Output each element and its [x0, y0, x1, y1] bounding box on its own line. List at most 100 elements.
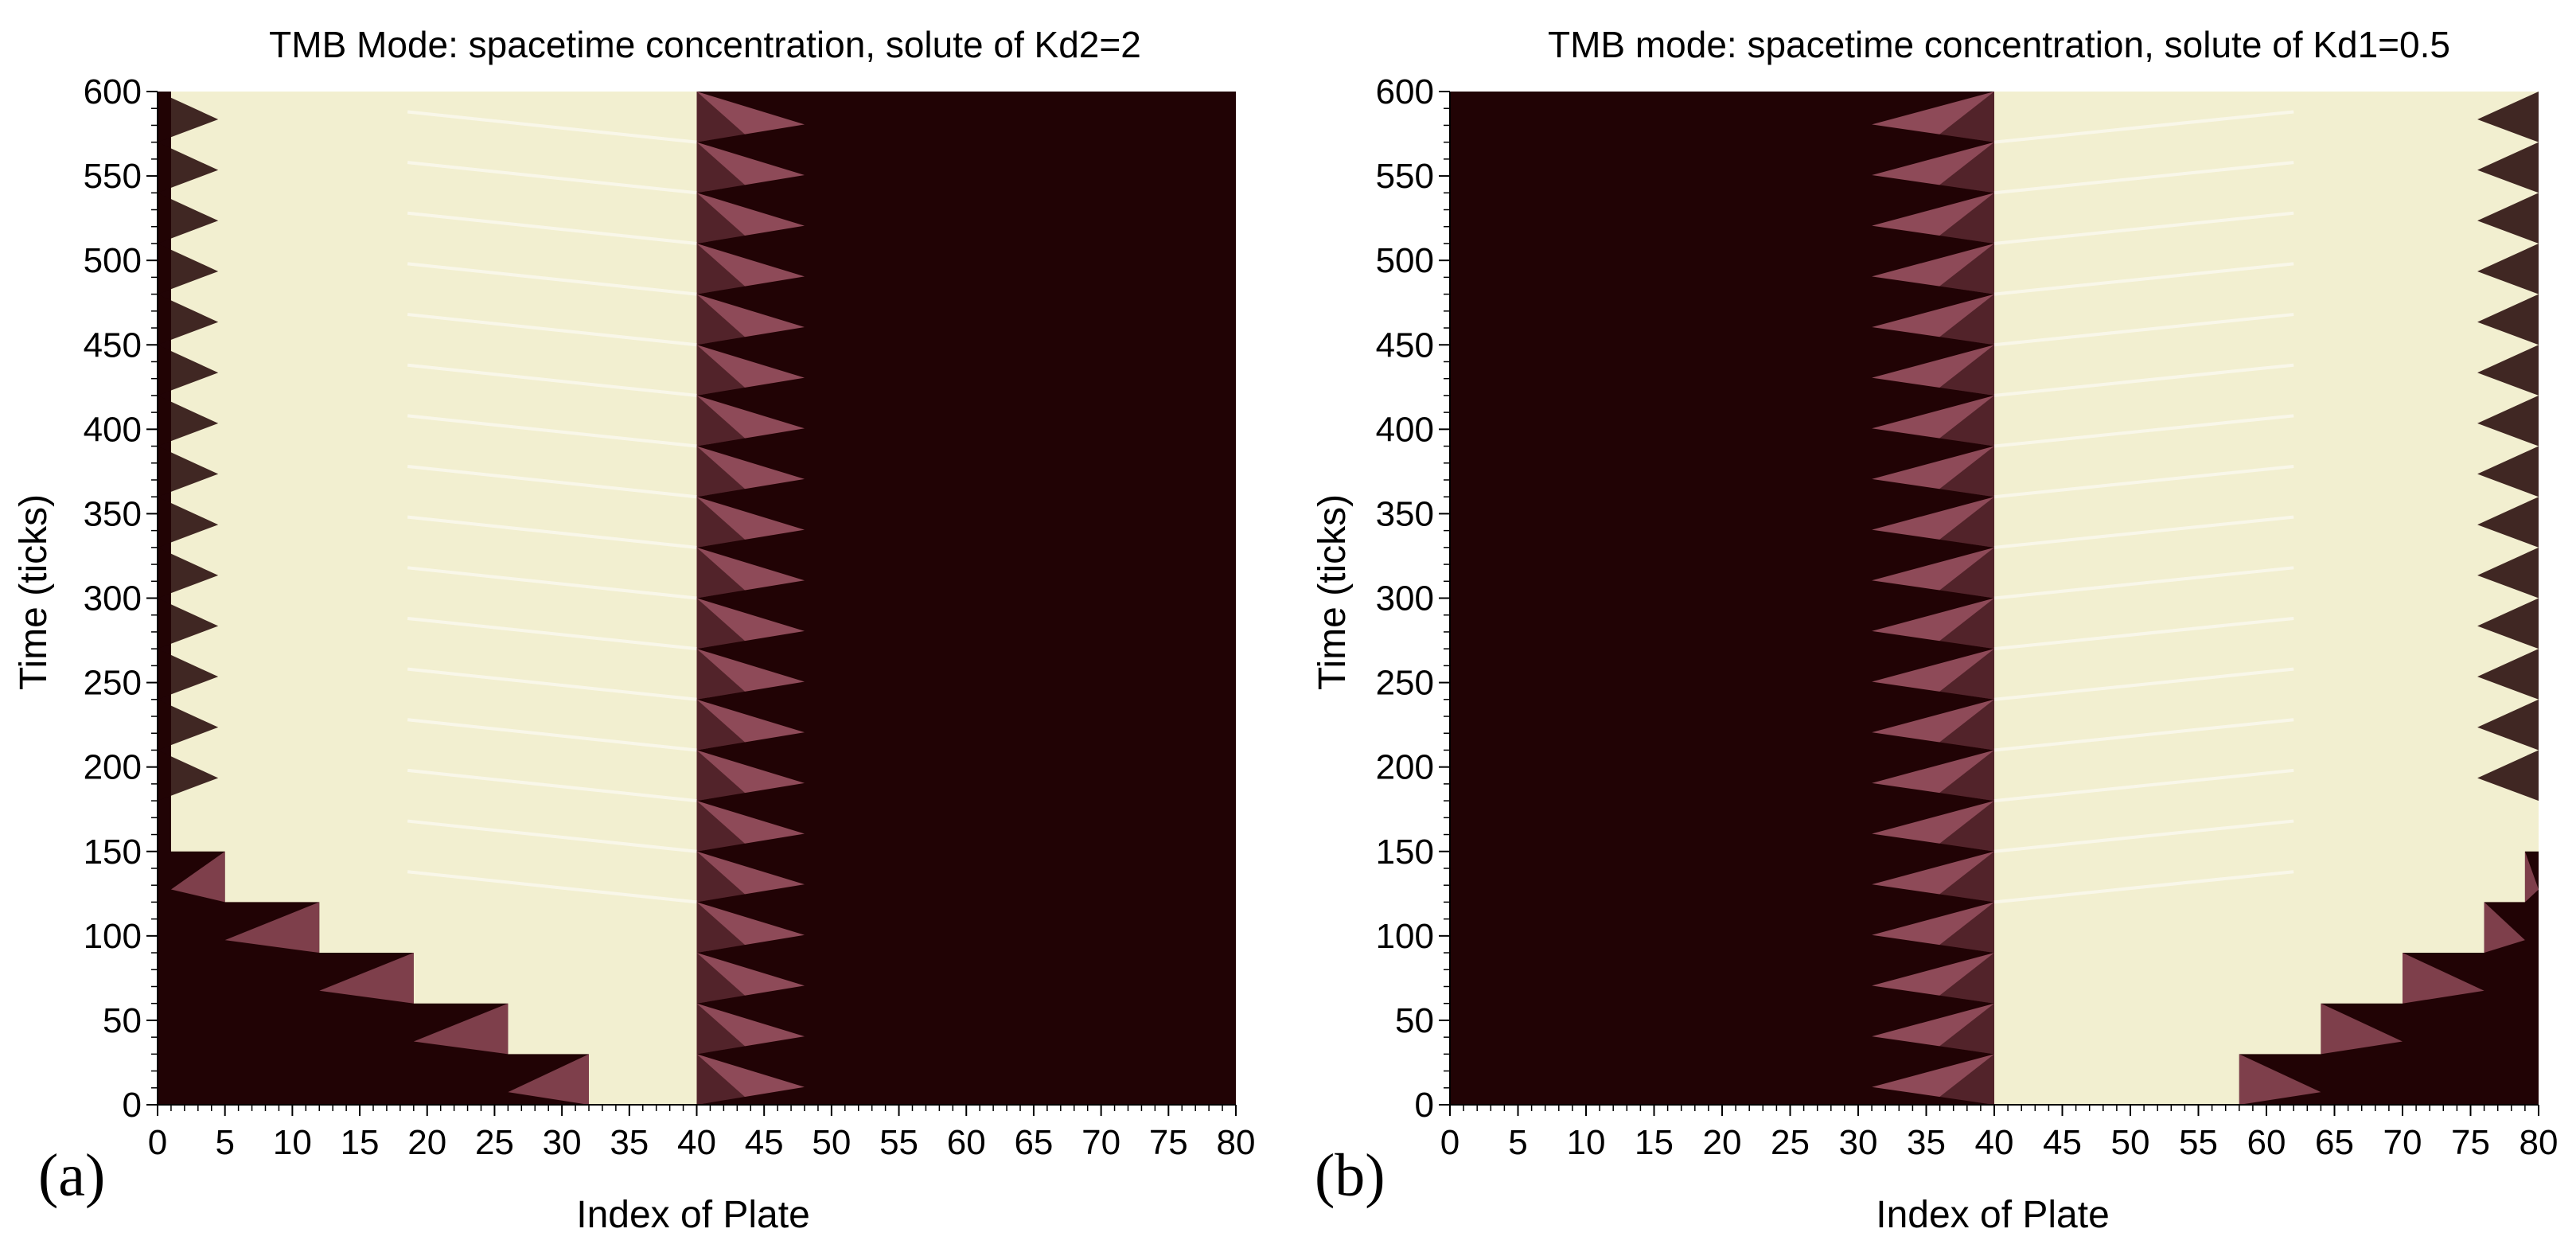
- sawtooth-shadow: [696, 243, 746, 294]
- ridge-streak: [407, 262, 697, 296]
- x-tick-label: 10: [1567, 1123, 1606, 1162]
- x-axis-label: Index of Plate: [1876, 1194, 2110, 1236]
- edge-tooth: [2477, 547, 2539, 599]
- edge-tooth: [158, 497, 219, 548]
- x-tick-label: 30: [1839, 1123, 1878, 1162]
- sawtooth-shadow: [696, 851, 746, 903]
- y-tick-label: 400: [1376, 410, 1434, 449]
- ridge-streak: [1993, 414, 2294, 448]
- x-tick-label: 25: [475, 1123, 514, 1162]
- ridge-streak: [407, 313, 697, 347]
- x-tick-label: 55: [879, 1123, 918, 1162]
- edge-tooth: [2477, 497, 2539, 548]
- edge-tooth: [158, 243, 219, 294]
- edge-tooth: [2477, 750, 2539, 802]
- edge-tooth: [158, 294, 219, 345]
- chart-title: TMB Mode: spacetime concentration, solut…: [269, 24, 1141, 65]
- x-tick-label: 80: [1217, 1123, 1256, 1162]
- sawtooth-shadow: [1939, 902, 1994, 954]
- ridge-streak: [1993, 718, 2294, 752]
- sawtooth-shadow: [1939, 547, 1994, 599]
- edge-tooth: [158, 649, 219, 700]
- front-pulse: [319, 953, 414, 1004]
- y-tick-label: 550: [1376, 157, 1434, 196]
- ridge-streak: [1993, 768, 2294, 803]
- x-tick-label: 60: [2247, 1123, 2286, 1162]
- y-tick-label: 50: [103, 1001, 142, 1040]
- ridge-streak: [407, 161, 697, 195]
- sawtooth-shadow: [1939, 1054, 1994, 1105]
- sawtooth-shadow: [1939, 446, 1994, 497]
- front-pulse: [170, 851, 225, 903]
- chart-title: TMB mode: spacetime concentration, solut…: [1548, 24, 2450, 65]
- y-tick-label: 250: [1376, 664, 1434, 703]
- edge-tooth: [158, 92, 219, 142]
- sawtooth-shadow: [696, 92, 746, 142]
- x-tick-label: 45: [2043, 1123, 2082, 1162]
- x-tick-label: 75: [2451, 1123, 2490, 1162]
- ridge-streak: [407, 870, 697, 904]
- x-tick-label: 45: [745, 1123, 784, 1162]
- x-tick-label: 55: [2179, 1123, 2218, 1162]
- sawtooth-shadow: [1939, 193, 1994, 244]
- front-pulse: [413, 1003, 509, 1055]
- front-pulse: [2524, 851, 2539, 903]
- ridge-streak: [407, 566, 697, 600]
- ridge-streak: [407, 465, 697, 499]
- edge-tooth: [2477, 294, 2539, 345]
- sawtooth-shadow: [1939, 801, 1994, 852]
- sawtooth-shadow: [696, 395, 746, 447]
- x-tick-label: 10: [273, 1123, 312, 1162]
- edge-tooth: [158, 750, 219, 802]
- x-tick-label: 50: [2111, 1123, 2150, 1162]
- axis-ticks: 0 5 10 15 20 25 30 35 40 45 50 55 60 65 70 75 80 0 50 100 15…: [84, 72, 1256, 1162]
- sawtooth-shadow: [1939, 750, 1994, 802]
- edge-tooth: [158, 193, 219, 244]
- sawtooth-shadow: [1939, 294, 1994, 345]
- ridge-streak: [407, 819, 697, 853]
- y-tick-label: 550: [84, 157, 142, 196]
- y-tick-label: 350: [1376, 494, 1434, 533]
- sawtooth-shadow: [696, 699, 746, 751]
- ridge-streak: [1993, 110, 2294, 144]
- edge-tooth: [2477, 395, 2539, 447]
- heatmap-plot: [1450, 92, 2539, 1105]
- sawtooth-shadow: [696, 142, 746, 193]
- ridge-streak: [407, 667, 697, 701]
- edge-tooth: [158, 446, 219, 497]
- ridge-streak: [407, 718, 697, 752]
- y-tick-label: 100: [1376, 917, 1434, 956]
- sawtooth-shadow: [1939, 142, 1994, 193]
- y-tick-label: 100: [84, 917, 142, 956]
- edge-tooth: [2477, 243, 2539, 294]
- sawtooth-shadow: [696, 497, 746, 548]
- sawtooth-shadow: [1939, 497, 1994, 548]
- edge-tooth: [2477, 699, 2539, 751]
- x-tick-label: 0: [1440, 1123, 1459, 1162]
- y-tick-label: 200: [84, 748, 142, 787]
- front-pulse: [508, 1054, 589, 1105]
- axis-ticks: 0 5 10 15 20 25 30 35 40 45 50 55 60 65 70 75 80 0 50 100 15…: [1376, 72, 2558, 1162]
- sawtooth-shadow: [1939, 649, 1994, 700]
- sawtooth-shadow: [1939, 1003, 1994, 1055]
- front-pulse: [224, 902, 320, 954]
- x-tick-label: 0: [148, 1123, 167, 1162]
- sawtooth-shadow: [1939, 345, 1994, 396]
- ridge-streak: [1993, 870, 2294, 904]
- x-tick-label: 75: [1149, 1123, 1188, 1162]
- ridge-streak: [407, 211, 697, 245]
- x-tick-label: 70: [1081, 1123, 1120, 1162]
- front-pulse: [2403, 953, 2484, 1004]
- x-tick-label: 20: [1703, 1123, 1742, 1162]
- x-tick-label: 5: [215, 1123, 234, 1162]
- concentration-band: [1994, 92, 2539, 1105]
- x-tick-label: 60: [947, 1123, 986, 1162]
- edge-tooth: [2477, 142, 2539, 193]
- sawtooth-shadow: [696, 649, 746, 700]
- panel-b: TMB mode: spacetime concentration, solut…: [1311, 24, 2558, 1236]
- x-tick-label: 30: [543, 1123, 582, 1162]
- y-tick-label: 500: [84, 241, 142, 280]
- x-tick-label: 70: [2383, 1123, 2422, 1162]
- sawtooth-shadow: [1939, 953, 1994, 1004]
- sawtooth-shadow: [696, 446, 746, 497]
